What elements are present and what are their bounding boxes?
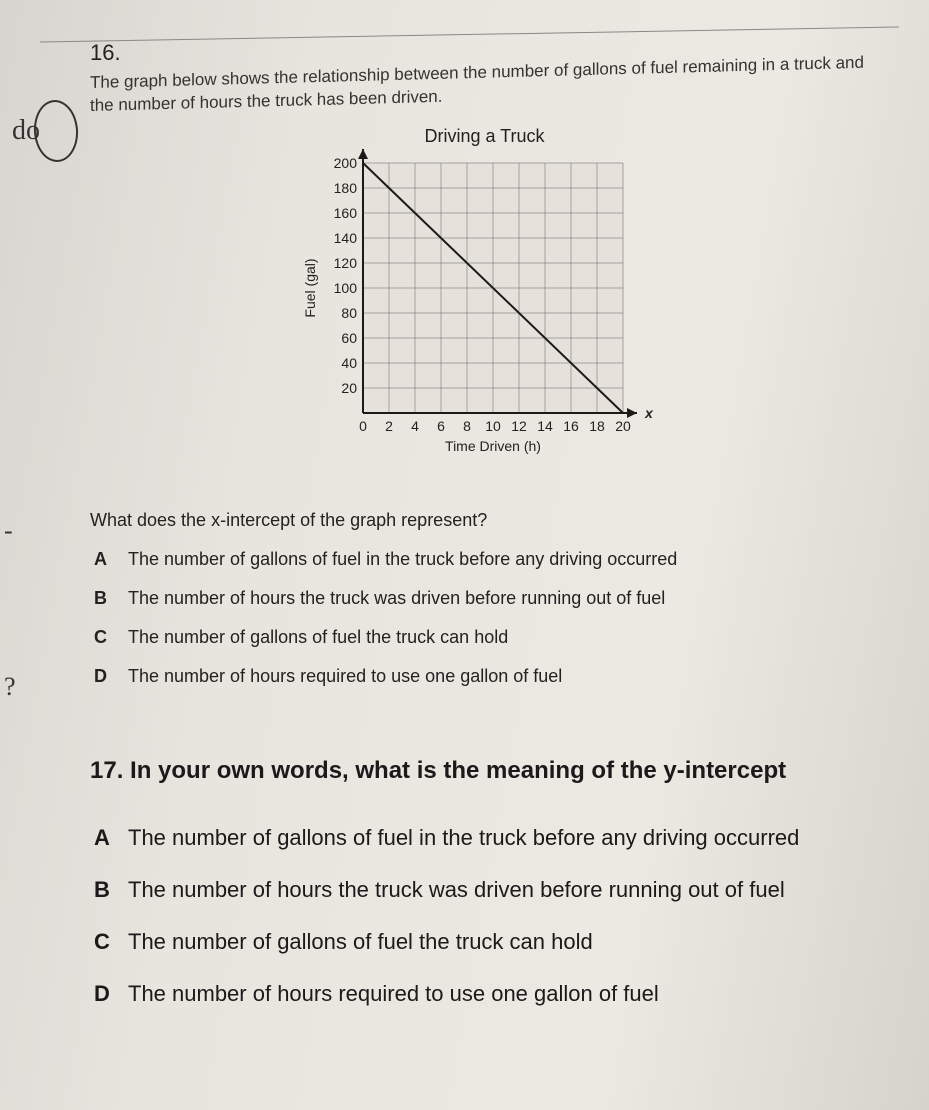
answer-choice[interactable]: A The number of gallons of fuel in the tr… bbox=[94, 549, 879, 570]
svg-text:16: 16 bbox=[563, 418, 579, 434]
choice-letter: B bbox=[94, 588, 112, 609]
margin-dash-mark: - bbox=[4, 516, 13, 546]
svg-text:Fuel (gal): Fuel (gal) bbox=[302, 258, 318, 317]
answer-choice[interactable]: D The number of hours required to use one… bbox=[94, 981, 879, 1007]
svg-text:120: 120 bbox=[333, 255, 357, 271]
choice-text: The number of hours the truck was driven… bbox=[128, 877, 785, 903]
choice-text: The number of hours required to use one … bbox=[128, 981, 659, 1007]
question-16-text: What does the x-intercept of the graph r… bbox=[90, 510, 879, 531]
svg-text:20: 20 bbox=[341, 380, 357, 396]
svg-text:14: 14 bbox=[537, 418, 553, 434]
svg-text:200: 200 bbox=[333, 155, 357, 171]
question-16-choices: A The number of gallons of fuel in the tr… bbox=[94, 549, 879, 687]
answer-choice[interactable]: B The number of hours the truck was drive… bbox=[94, 877, 879, 903]
choice-text: The number of gallons of fuel the truck … bbox=[128, 929, 593, 955]
choice-text: The number of gallons of fuel the truck … bbox=[128, 627, 508, 648]
choice-letter: D bbox=[94, 666, 112, 687]
choice-letter: A bbox=[94, 825, 112, 851]
question-17-choices: A The number of gallons of fuel in the tr… bbox=[94, 825, 879, 1007]
answer-choice[interactable]: C The number of gallons of fuel the truck… bbox=[94, 627, 879, 648]
worksheet-page: do 16. The graph below shows the relatio… bbox=[90, 40, 879, 1007]
svg-text:18: 18 bbox=[589, 418, 605, 434]
svg-text:8: 8 bbox=[463, 418, 471, 434]
svg-text:100: 100 bbox=[333, 280, 357, 296]
svg-text:2: 2 bbox=[385, 418, 393, 434]
svg-text:80: 80 bbox=[341, 305, 357, 321]
answer-choice[interactable]: C The number of gallons of fuel the truck… bbox=[94, 929, 879, 955]
choice-letter: A bbox=[94, 549, 112, 570]
svg-text:140: 140 bbox=[333, 230, 357, 246]
choice-letter: C bbox=[94, 627, 112, 648]
svg-text:160: 160 bbox=[333, 205, 357, 221]
annotation-oval-icon bbox=[32, 99, 80, 164]
svg-text:12: 12 bbox=[511, 418, 527, 434]
choice-text: The number of gallons of fuel in the tru… bbox=[128, 825, 799, 851]
choice-letter: D bbox=[94, 981, 112, 1007]
svg-text:10: 10 bbox=[485, 418, 501, 434]
margin-question-mark: ? bbox=[4, 672, 16, 702]
choice-text: The number of hours required to use one … bbox=[128, 666, 562, 687]
choice-letter: B bbox=[94, 877, 112, 903]
svg-text:40: 40 bbox=[341, 355, 357, 371]
svg-text:x: x bbox=[644, 405, 654, 421]
svg-text:4: 4 bbox=[411, 418, 419, 434]
svg-text:Time Driven (h): Time Driven (h) bbox=[445, 438, 541, 454]
svg-text:60: 60 bbox=[341, 330, 357, 346]
answer-choice[interactable]: B The number of hours the truck was drive… bbox=[94, 588, 879, 609]
chart-title: Driving a Truck bbox=[285, 126, 685, 147]
choice-text: The number of gallons of fuel in the tru… bbox=[128, 549, 677, 570]
choice-text: The number of hours the truck was driven… bbox=[128, 588, 665, 609]
svg-text:20: 20 bbox=[615, 418, 631, 434]
choice-letter: C bbox=[94, 929, 112, 955]
svg-text:0: 0 bbox=[359, 418, 367, 434]
answer-choice[interactable]: A The number of gallons of fuel in the tr… bbox=[94, 825, 879, 851]
handwritten-annotation: do bbox=[12, 100, 78, 162]
fuel-chart: 20 40 60 80 100 120 140 160 180 200 0 2 4 6 8 10 12 14 16 1… bbox=[285, 149, 685, 479]
chart-container: Driving a Truck 204060801001201401601802… bbox=[90, 126, 879, 484]
question-17-prompt: 17. In your own words, what is the meani… bbox=[90, 757, 879, 785]
svg-text:180: 180 bbox=[333, 180, 357, 196]
chart-block: Driving a Truck 204060801001201401601802… bbox=[285, 126, 685, 484]
answer-choice[interactable]: D The number of hours required to use one… bbox=[94, 666, 879, 687]
svg-text:6: 6 bbox=[437, 418, 445, 434]
